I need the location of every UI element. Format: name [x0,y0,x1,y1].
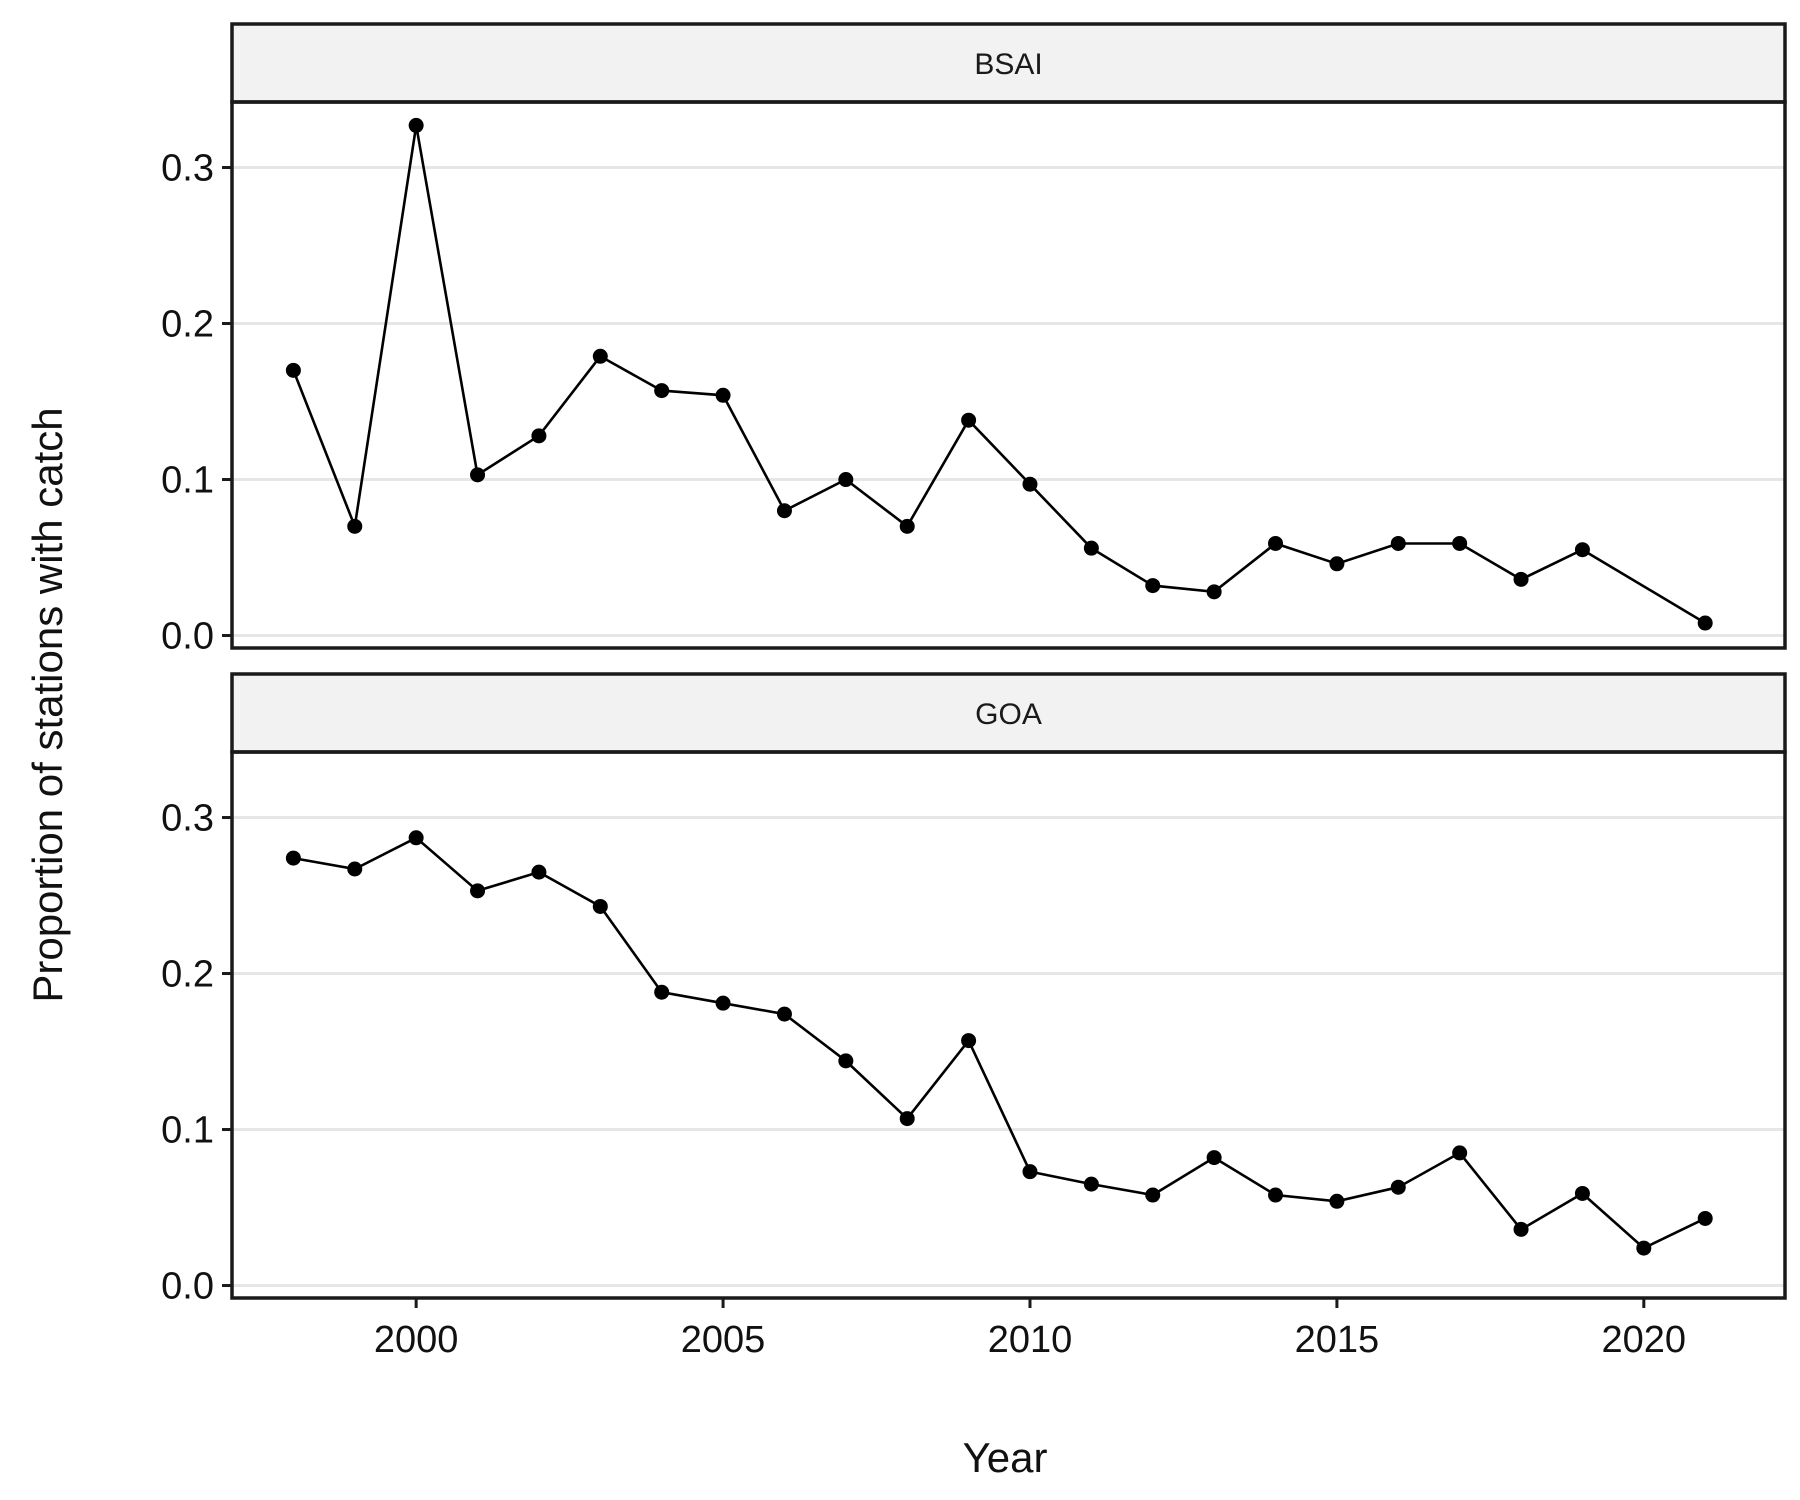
facet-strip-label: GOA [975,698,1042,731]
data-point [776,503,792,519]
facet-strip-label: BSAI [974,48,1042,81]
data-point [592,898,608,914]
data-point [1513,1221,1529,1237]
panel-border [230,100,1787,650]
y-tick-label: 0.3 [161,148,214,190]
data-point [654,383,670,399]
data-point [1452,1145,1468,1161]
facet-strip [230,22,1787,104]
data-point [654,984,670,1000]
data-point [899,518,915,534]
data-point [838,472,854,488]
data-point [408,830,424,846]
facet-strip [230,672,1787,754]
data-point [1636,1240,1652,1256]
data-point [1268,1187,1284,1203]
data-point [592,348,608,364]
data-point [1083,540,1099,556]
data-point [1697,1210,1713,1226]
y-tick-label: 0.2 [161,304,214,346]
panel-bsai: BSAI 0.0 0.1 0.2 0.3 [161,22,1787,658]
data-point [1390,1179,1406,1195]
y-tick-label: 0.0 [161,616,214,658]
y-tick-label: 0.1 [161,1110,214,1152]
x-axis-title: Year [963,1434,1048,1481]
x-tick-label: 2020 [1602,1319,1687,1361]
x-axis: 2000 2005 2010 2015 2020 [374,1298,1686,1361]
panel-border [230,750,1787,1300]
data-point [531,864,547,880]
panels-layer: BSAI 0.0 0.1 0.2 0.3 GOA 0.0 0.1 0.2 0.3 [161,22,1787,1308]
data-point [1574,1185,1590,1201]
y-tick-label: 0.1 [161,460,214,502]
data-point [1268,535,1284,551]
series-line-goa [293,836,1706,1250]
y-axis-title: Proportion of stations with catch [24,407,71,1002]
data-point [347,518,363,534]
data-point [408,117,424,133]
data-point [470,467,486,483]
data-point [470,883,486,899]
data-point [715,387,731,403]
data-point [961,412,977,428]
x-tick-label: 2000 [374,1319,459,1361]
data-point [715,995,731,1011]
panel-goa: GOA 0.0 0.1 0.2 0.3 [161,672,1787,1308]
data-point [899,1111,915,1127]
x-tick-label: 2015 [1295,1319,1380,1361]
x-tick-label: 2010 [988,1319,1073,1361]
data-point [531,428,547,444]
data-point [347,861,363,877]
y-tick-label: 0.3 [161,798,214,840]
data-point [1390,535,1406,551]
y-tick-label: 0.2 [161,954,214,996]
data-point [1145,578,1161,594]
data-point [1206,1150,1222,1166]
data-point [285,850,301,866]
data-point [1022,1164,1038,1180]
data-point [1513,571,1529,587]
x-tick-label: 2005 [681,1319,766,1361]
data-point [1329,1193,1345,1209]
data-point [776,1006,792,1022]
data-point [1083,1176,1099,1192]
data-point [285,362,301,378]
data-point [1452,535,1468,551]
y-tick-label: 0.0 [161,1266,214,1308]
data-point [1145,1187,1161,1203]
data-point [1206,584,1222,600]
data-point [961,1033,977,1049]
data-point [1022,476,1038,492]
data-point [838,1053,854,1069]
data-point [1329,556,1345,572]
series-line-bsai [292,125,1706,625]
data-point [1574,542,1590,558]
data-point [1697,615,1713,631]
